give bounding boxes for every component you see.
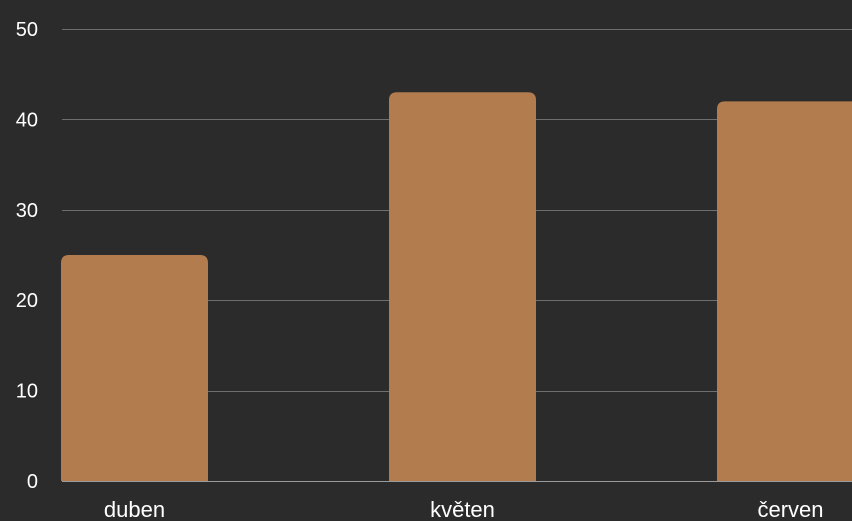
y-tick-label-50: 50 (16, 19, 38, 41)
bar-1 (61, 255, 208, 481)
x-category-label-1: duben (104, 497, 165, 521)
x-category-label-2: květen (430, 497, 495, 521)
y-tick-label-40: 40 (16, 109, 38, 131)
y-axis-ticks: 0 10 20 30 40 50 (16, 19, 38, 493)
bar-2 (389, 92, 536, 481)
y-tick-label-30: 30 (16, 200, 38, 222)
bar-3 (717, 101, 852, 481)
x-category-label-3: červen (757, 497, 823, 521)
x-axis-labels: duben květen červen (104, 497, 824, 521)
y-tick-label-20: 20 (16, 290, 38, 312)
bars (61, 92, 852, 481)
y-tick-label-0: 0 (27, 471, 38, 493)
y-tick-label-10: 10 (16, 381, 38, 403)
